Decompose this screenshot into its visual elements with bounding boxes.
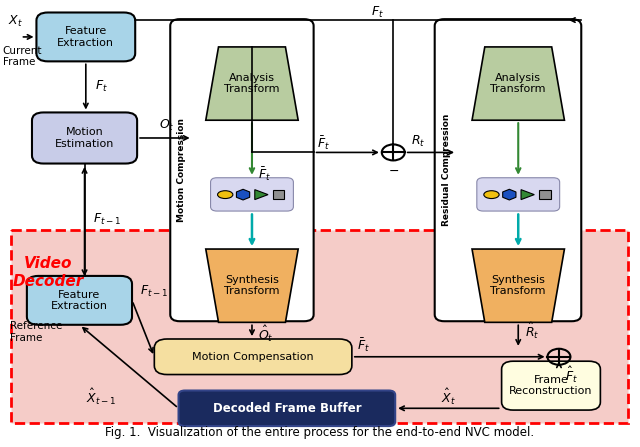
Text: $\bar{F}_t$: $\bar{F}_t$: [357, 337, 370, 354]
Text: Frame
Reconstruction: Frame Reconstruction: [509, 375, 593, 396]
Text: Video
Decoder: Video Decoder: [12, 256, 84, 289]
Text: $\hat{X}_t$: $\hat{X}_t$: [441, 387, 456, 407]
Text: $F_t$: $F_t$: [95, 80, 108, 94]
Bar: [11, 230, 628, 423]
Text: $\bar{F}_t$: $\bar{F}_t$: [317, 135, 330, 152]
Polygon shape: [521, 190, 534, 200]
Text: $\hat{O}_t$: $\hat{O}_t$: [259, 323, 274, 344]
Text: $R_t$: $R_t$: [411, 134, 426, 149]
Text: $\hat{R}_t$: $\hat{R}_t$: [525, 321, 539, 342]
Polygon shape: [472, 47, 564, 120]
FancyBboxPatch shape: [170, 19, 314, 321]
Text: Synthesis
Transform: Synthesis Transform: [490, 275, 546, 296]
Text: Fig. 1.  Visualization of the entire process for the end-to-end NVC model.: Fig. 1. Visualization of the entire proc…: [106, 426, 534, 439]
Polygon shape: [255, 190, 268, 200]
Text: $F_{t-1}$: $F_{t-1}$: [93, 212, 121, 227]
FancyBboxPatch shape: [273, 190, 284, 199]
FancyBboxPatch shape: [32, 113, 137, 164]
Text: $O_t$: $O_t$: [159, 118, 174, 133]
FancyBboxPatch shape: [435, 19, 581, 321]
Text: Analysis
Transform: Analysis Transform: [224, 73, 280, 94]
FancyBboxPatch shape: [502, 361, 600, 410]
Polygon shape: [206, 47, 298, 120]
FancyBboxPatch shape: [36, 13, 135, 61]
Text: $F_t$: $F_t$: [371, 4, 384, 20]
Text: $\bar{F}_t$: $\bar{F}_t$: [259, 166, 271, 183]
Text: Analysis
Transform: Analysis Transform: [490, 73, 546, 94]
Text: Current
Frame: Current Frame: [3, 46, 42, 67]
Text: Motion Compensation: Motion Compensation: [192, 352, 314, 362]
FancyBboxPatch shape: [477, 178, 559, 211]
Text: $-$: $-$: [388, 164, 399, 177]
Text: Feature
Extraction: Feature Extraction: [58, 26, 115, 48]
Text: $\hat{F}_t$: $\hat{F}_t$: [565, 364, 579, 384]
Text: Motion Compression: Motion Compression: [177, 118, 186, 222]
FancyBboxPatch shape: [154, 339, 352, 375]
FancyBboxPatch shape: [179, 391, 395, 426]
Polygon shape: [472, 249, 564, 322]
Ellipse shape: [218, 191, 233, 198]
Ellipse shape: [484, 191, 499, 198]
Text: $X_t$: $X_t$: [8, 14, 22, 29]
Text: Residual Compression: Residual Compression: [442, 114, 451, 226]
Text: $\hat{X}_{t-1}$: $\hat{X}_{t-1}$: [86, 387, 116, 407]
Text: Feature
Extraction: Feature Extraction: [51, 290, 108, 311]
Text: Motion
Estimation: Motion Estimation: [55, 127, 114, 149]
FancyBboxPatch shape: [27, 276, 132, 325]
Text: Decoded Frame Buffer: Decoded Frame Buffer: [212, 402, 361, 415]
FancyBboxPatch shape: [211, 178, 293, 211]
FancyBboxPatch shape: [540, 190, 550, 199]
Text: Synthesis
Transform: Synthesis Transform: [224, 275, 280, 296]
Text: $F_{t-1}$: $F_{t-1}$: [140, 284, 168, 299]
Polygon shape: [206, 249, 298, 322]
Text: Reference
Frame: Reference Frame: [10, 321, 62, 343]
